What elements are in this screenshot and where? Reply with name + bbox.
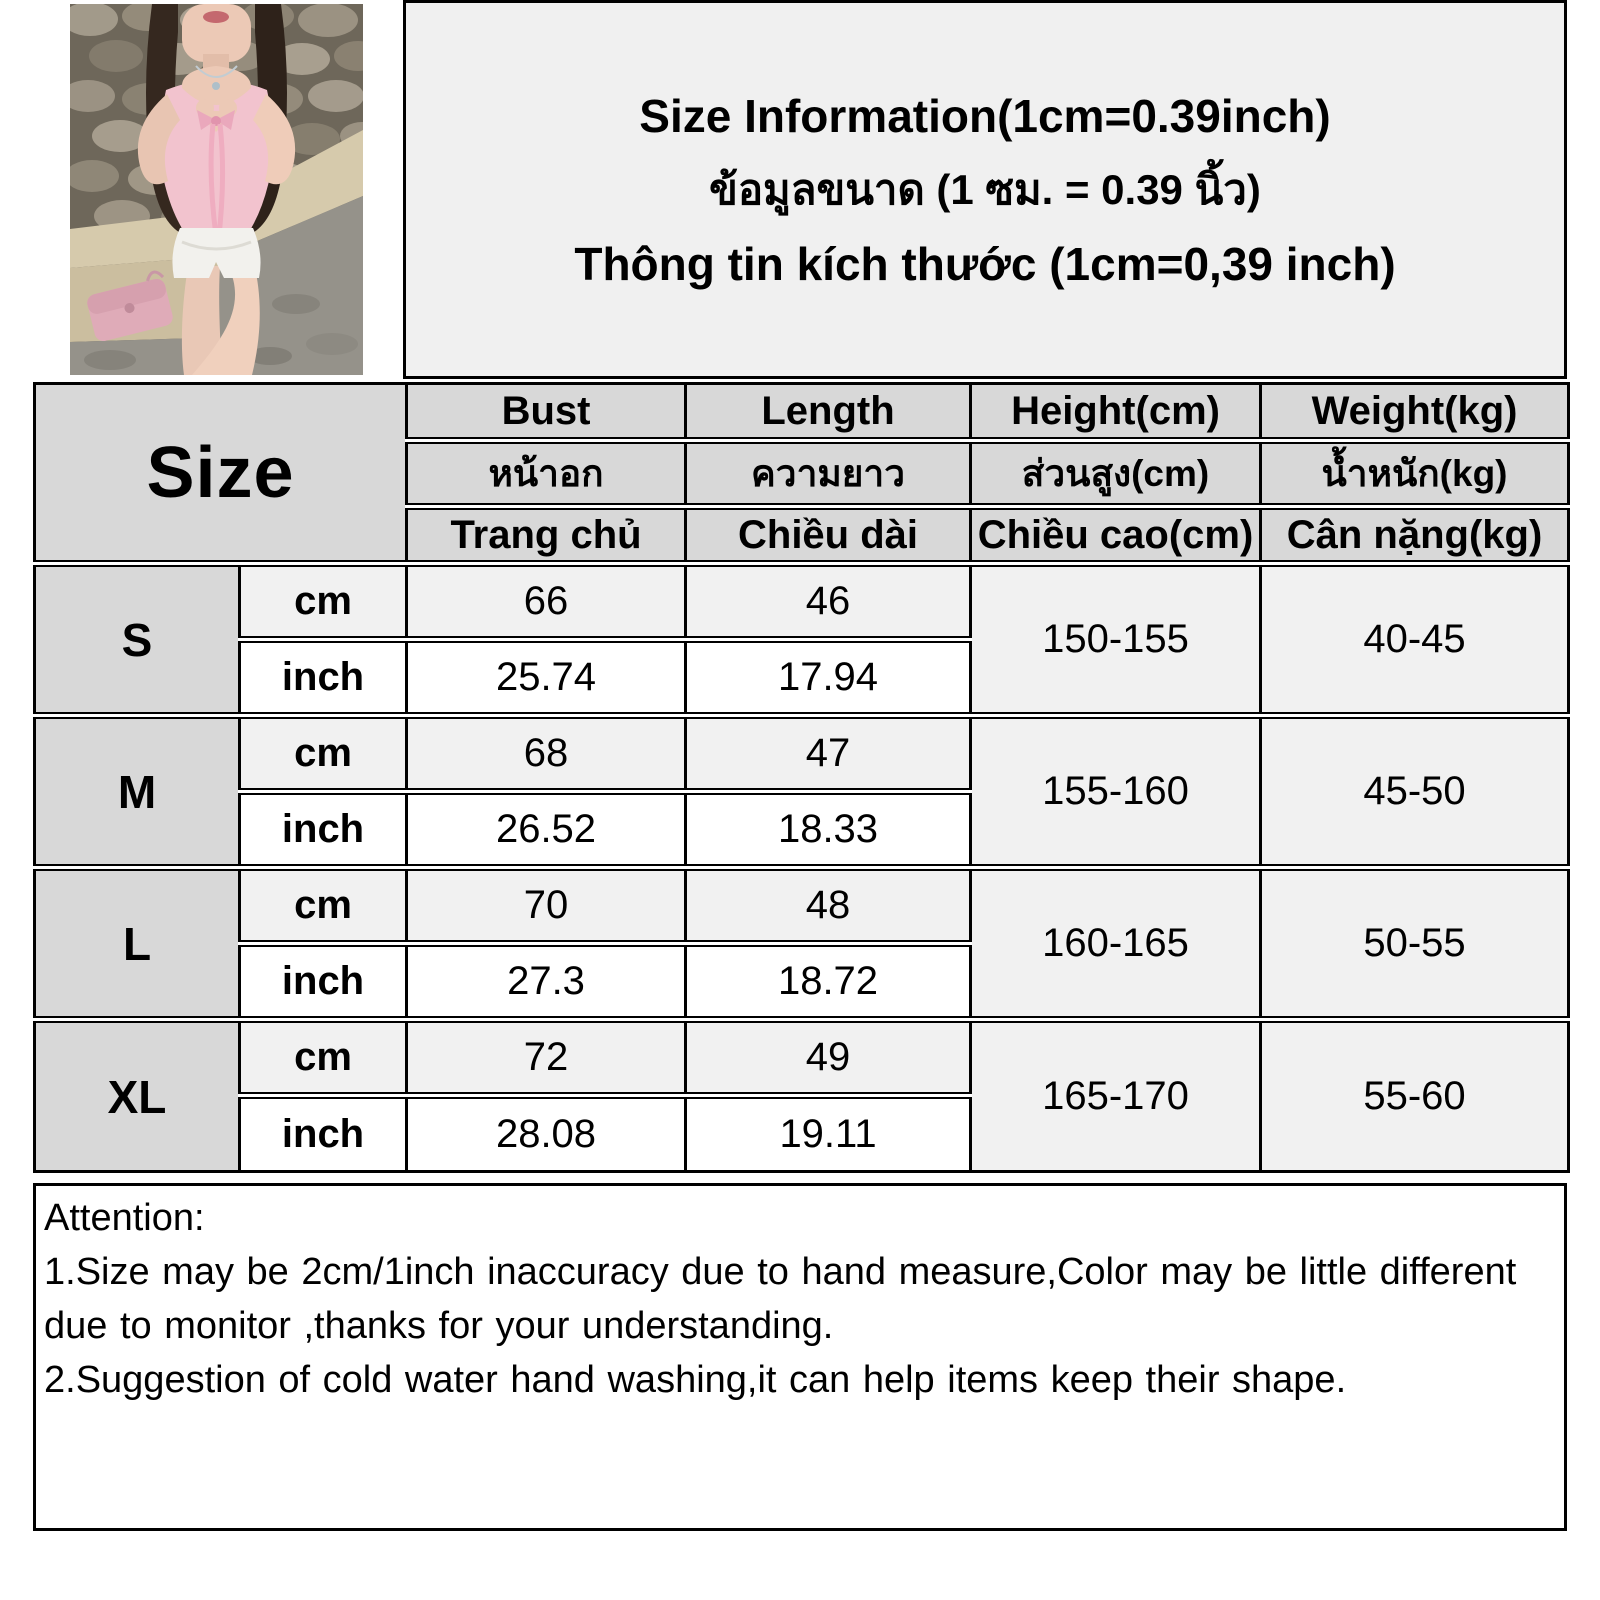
header-weight-th: น้ำหนัก(kg)	[1259, 439, 1571, 510]
header-height-en: Height(cm)	[969, 382, 1263, 444]
lips	[203, 11, 229, 23]
unit-label-inch: inch	[237, 1094, 409, 1173]
unit-label-cm: cm	[237, 714, 409, 795]
unit-label-cm: cm	[237, 562, 409, 643]
unit-label-cm: cm	[237, 1018, 409, 1099]
bust-value-inch: 26.52	[405, 790, 688, 871]
size-label: L	[33, 866, 241, 1023]
bust-value-cm: 72	[405, 1018, 688, 1099]
bust-value-inch: 28.08	[405, 1094, 688, 1173]
title-en: Size Information(1cm=0.39inch)	[639, 89, 1331, 142]
attention-box: Attention: 1.Size may be 2cm/1inch inacc…	[33, 1183, 1567, 1531]
top-section: Size Information(1cm=0.39inch) ข้อมูลขนา…	[0, 0, 1600, 382]
header-length-en: Length	[684, 382, 973, 444]
length-value-inch: 18.72	[684, 942, 973, 1023]
unit-label-cm: cm	[237, 866, 409, 947]
length-value-inch: 19.11	[684, 1094, 973, 1173]
product-photo	[70, 4, 363, 375]
arm-left	[137, 94, 180, 185]
weight-range: 55-60	[1259, 1018, 1571, 1173]
title-th: ข้อมูลขนาด (1 ซม. = 0.39 นิ้ว)	[709, 165, 1261, 213]
unit-label-inch: inch	[237, 790, 409, 871]
length-value-cm: 47	[684, 714, 973, 795]
white-shorts	[172, 228, 261, 278]
length-value-cm: 49	[684, 1018, 973, 1099]
header-length-vi: Chiều dài	[684, 505, 973, 567]
size-label: S	[33, 562, 241, 719]
attention-heading: Attention:	[44, 1197, 205, 1239]
unit-label-inch: inch	[237, 942, 409, 1023]
size-table: Size Bust Length Height(cm) Weight(kg) ห…	[32, 382, 1571, 1173]
model-figure	[137, 4, 296, 375]
header-height-th: ส่วนสูง(cm)	[969, 439, 1263, 510]
length-value-inch: 17.94	[684, 638, 973, 719]
header-height-vi: Chiều cao(cm)	[969, 505, 1263, 567]
height-range: 155-160	[969, 714, 1263, 871]
unit-label-inch: inch	[237, 638, 409, 719]
length-value-cm: 48	[684, 866, 973, 947]
header-bust-vi: Trang chủ	[405, 505, 688, 567]
bow	[197, 110, 216, 130]
title-vi: Thông tin kích thước (1cm=0,39 inch)	[574, 237, 1396, 290]
attention-note-2: 2.Suggestion of cold water hand washing,…	[44, 1358, 1347, 1401]
handbag	[87, 270, 173, 342]
header-weight-vi: Cân nặng(kg)	[1259, 505, 1571, 567]
bust-value-inch: 25.74	[405, 638, 688, 719]
bust-value-cm: 66	[405, 562, 688, 643]
necklace	[195, 65, 238, 78]
weight-range: 50-55	[1259, 866, 1571, 1023]
header-length-th: ความยาว	[684, 439, 973, 510]
weight-range: 45-50	[1259, 714, 1571, 871]
header-weight-en: Weight(kg)	[1259, 382, 1571, 444]
height-range: 165-170	[969, 1018, 1263, 1173]
bust-value-cm: 68	[405, 714, 688, 795]
length-value-inch: 18.33	[684, 790, 973, 871]
size-corner-header: Size	[32, 382, 409, 567]
attention-note-1: 1.Size may be 2cm/1inch inaccuracy due t…	[44, 1250, 1517, 1347]
height-range: 160-165	[969, 866, 1263, 1023]
height-range: 150-155	[969, 562, 1263, 719]
weight-range: 40-45	[1259, 562, 1571, 719]
bust-value-inch: 27.3	[405, 942, 688, 1023]
header-bust-th: หน้าอก	[405, 439, 688, 510]
length-value-cm: 46	[684, 562, 973, 643]
size-label: M	[33, 714, 241, 871]
title-box: Size Information(1cm=0.39inch) ข้อมูลขนา…	[403, 0, 1567, 379]
size-label: XL	[33, 1018, 241, 1173]
bust-value-cm: 70	[405, 866, 688, 947]
header-bust-en: Bust	[405, 382, 688, 444]
arm-right	[253, 94, 296, 185]
